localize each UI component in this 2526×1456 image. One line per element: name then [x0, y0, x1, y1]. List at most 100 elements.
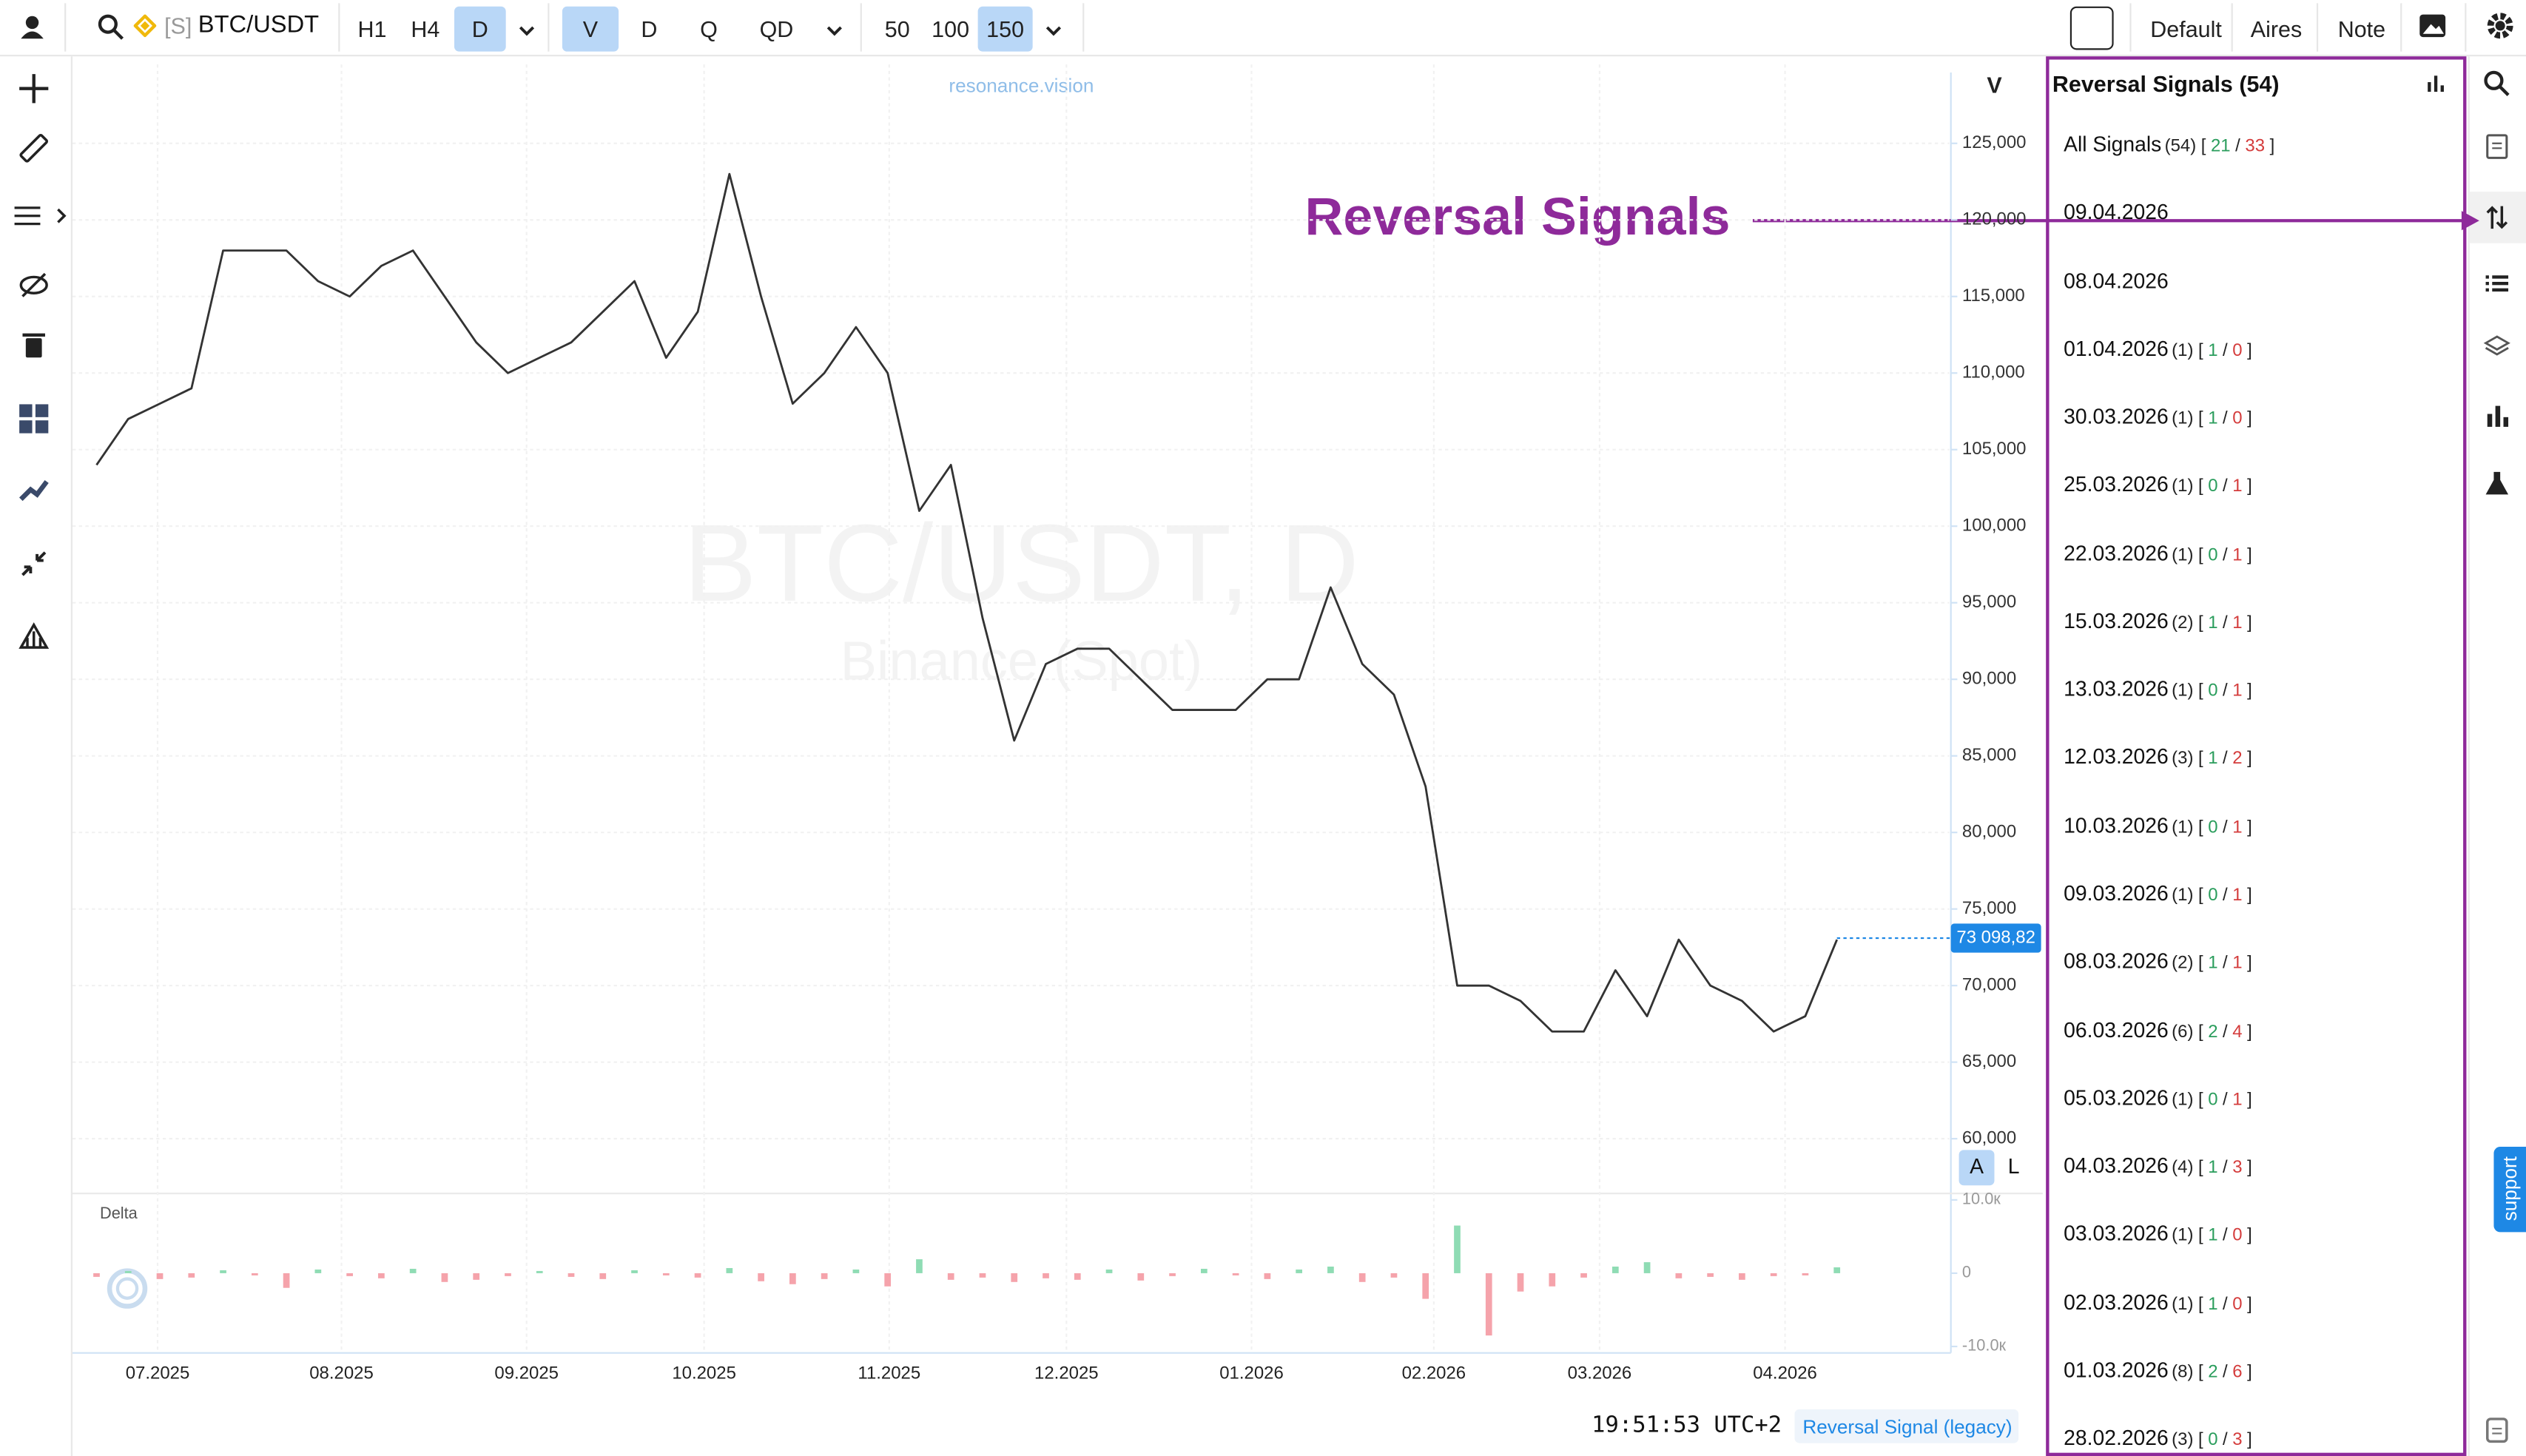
signal-row[interactable]: 25.03.2026 (1)[0/1]: [2064, 469, 2254, 502]
layers-panel-icon[interactable]: [2482, 331, 2511, 360]
indicator-badge[interactable]: [1794, 1409, 2019, 1443]
signal-date[interactable]: 02.03.2026: [2064, 1289, 2169, 1314]
signal-date[interactable]: 13.03.2026: [2064, 676, 2169, 701]
delete-tool[interactable]: [19, 330, 48, 359]
volume-profile-tool[interactable]: [18, 620, 50, 653]
dropdown-chevron[interactable]: [1044, 19, 1063, 36]
signal-row[interactable]: 05.03.2026 (1)[0/1]: [2064, 1082, 2254, 1114]
toolbar-button[interactable]: D: [641, 16, 658, 42]
signal-date[interactable]: 09.04.2026: [2064, 200, 2169, 225]
toolbar-button[interactable]: Aires: [2250, 16, 2303, 42]
signal-row[interactable]: 06.03.2026 (6)[2/4]: [2064, 1014, 2254, 1046]
trend-tool[interactable]: [18, 473, 50, 506]
signal-date[interactable]: 10.03.2026: [2064, 812, 2169, 837]
signal-row[interactable]: 15.03.2026 (2)[1/1]: [2064, 605, 2254, 638]
signal-date[interactable]: 03.03.2026: [2064, 1221, 2169, 1246]
slash: /: [2223, 1294, 2228, 1314]
toolbar-button[interactable]: 100: [932, 16, 970, 42]
toolbar-button[interactable]: 150: [977, 6, 1033, 52]
signal-date[interactable]: All Signals: [2064, 132, 2162, 157]
clipboard-icon[interactable]: [2482, 1414, 2511, 1443]
signal-count: (1): [2172, 886, 2194, 906]
toolbar-button[interactable]: Note: [2337, 16, 2386, 42]
signal-row[interactable]: All Signals (54)[21/33]: [2064, 129, 2276, 161]
x-tick-label: 03.2026: [1568, 1363, 1632, 1383]
image-icon[interactable]: [2418, 11, 2447, 40]
toolbar-button[interactable]: H4: [411, 16, 440, 42]
signal-date[interactable]: 30.03.2026: [2064, 404, 2169, 429]
toolbar-button[interactable]: D: [454, 6, 506, 52]
signal-date[interactable]: 28.02.2026: [2064, 1425, 2169, 1450]
signal-date[interactable]: 15.03.2026: [2064, 608, 2169, 633]
auto-scale-bg[interactable]: [1959, 1150, 1995, 1186]
signals-panel-icon[interactable]: [2482, 203, 2511, 232]
log-scale-button[interactable]: L: [2008, 1154, 2020, 1178]
signal-row[interactable]: 08.03.2026 (2)[1/1]: [2064, 946, 2254, 978]
toolbar-button[interactable]: V: [562, 6, 619, 52]
signal-row[interactable]: 10.03.2026 (1)[0 /1]: [2064, 809, 2254, 842]
symbol-name[interactable]: BTC/USDT: [198, 11, 320, 39]
dropdown-chevron[interactable]: [825, 19, 844, 36]
signal-row[interactable]: 22.03.2026 (1)[0/1]: [2064, 537, 2254, 570]
settings-icon[interactable]: [2484, 10, 2516, 42]
signal-date[interactable]: 08.03.2026: [2064, 948, 2169, 974]
signal-row[interactable]: 13.03.2026 (1)[0/1]: [2064, 673, 2254, 706]
delta-bar: [1137, 1273, 1145, 1281]
search-panel-icon[interactable]: [2482, 70, 2511, 98]
toolbar-button[interactable]: 50: [884, 16, 910, 42]
signal-date[interactable]: 22.03.2026: [2064, 540, 2169, 565]
signal-row[interactable]: 09.04.2026: [2064, 197, 2169, 229]
signal-down: 0: [2232, 1294, 2243, 1314]
chevron-glyph[interactable]: [1044, 24, 1063, 41]
compress-tool[interactable]: [18, 547, 50, 580]
signal-date[interactable]: 01.04.2026: [2064, 336, 2169, 361]
signal-count: (4): [2172, 1158, 2194, 1178]
stats-panel-icon[interactable]: [2482, 401, 2511, 430]
crosshair-tool[interactable]: [16, 71, 52, 107]
signal-date[interactable]: 06.03.2026: [2064, 1017, 2169, 1042]
auto-scale-button[interactable]: A: [1970, 1154, 1984, 1178]
signal-row[interactable]: 04.03.2026 (4)[1/3]: [2064, 1150, 2254, 1182]
signal-up: 0: [2208, 886, 2218, 906]
panel-chart-icon[interactable]: [2426, 74, 2445, 93]
toolbar-button[interactable]: QD: [759, 16, 794, 42]
signal-date[interactable]: 04.03.2026: [2064, 1153, 2169, 1178]
search-icon[interactable]: [97, 13, 126, 41]
toolbar-button[interactable]: Default: [2150, 16, 2222, 42]
indicator-label[interactable]: Reversal Signal (legacy): [1802, 1415, 2013, 1439]
toolbar-button[interactable]: H1: [357, 16, 387, 42]
signal-row[interactable]: 08.04.2026: [2064, 265, 2169, 297]
signal-row[interactable]: 01.03.2026 (8)[2/6]: [2064, 1355, 2254, 1387]
chevron-glyph[interactable]: [825, 24, 844, 41]
signal-date[interactable]: 08.04.2026: [2064, 268, 2169, 293]
signal-down: 33: [2245, 137, 2266, 157]
toolbar-button[interactable]: Q: [700, 16, 718, 42]
signal-date[interactable]: 01.03.2026: [2064, 1357, 2169, 1382]
volume-mode[interactable]: V: [1987, 73, 2002, 98]
signal-row[interactable]: 12.03.2026 (3)[1/2]: [2064, 741, 2254, 774]
notes-panel-icon[interactable]: [2482, 132, 2511, 161]
signal-row[interactable]: 02.03.2026 (1)[1/0]: [2064, 1286, 2254, 1318]
signal-date[interactable]: 25.03.2026: [2064, 472, 2169, 497]
bracket: ]: [2269, 137, 2275, 157]
signal-date[interactable]: 09.03.2026: [2064, 880, 2169, 906]
list-panel-icon[interactable]: [2482, 269, 2511, 298]
delta-bar: [409, 1268, 417, 1273]
signal-row[interactable]: 01.04.2026 (1)[1/0]: [2064, 333, 2254, 365]
signal-date[interactable]: 12.03.2026: [2064, 744, 2169, 769]
signal-row[interactable]: 03.03.2026 (1)[1/0]: [2064, 1218, 2254, 1250]
signal-date[interactable]: 05.03.2026: [2064, 1085, 2169, 1110]
lab-panel-icon[interactable]: [2482, 469, 2511, 498]
signal-row[interactable]: 09.03.2026 (1)[0/1]: [2064, 877, 2254, 910]
indicator-tool[interactable]: [11, 198, 75, 234]
chevron-glyph[interactable]: [517, 24, 536, 41]
user-icon[interactable]: [16, 11, 49, 44]
dropdown-chevron[interactable]: [517, 19, 536, 36]
color-swatch[interactable]: [2069, 6, 2114, 50]
support-tab[interactable]: [2493, 1147, 2526, 1233]
layout-tool[interactable]: [18, 402, 50, 435]
signal-row[interactable]: 30.03.2026 (1)[1/0]: [2064, 401, 2254, 434]
signal-row[interactable]: 28.02.2026 (3)[0/3]: [2064, 1423, 2254, 1455]
hide-tool[interactable]: [16, 267, 52, 303]
ruler-tool[interactable]: [16, 130, 52, 166]
